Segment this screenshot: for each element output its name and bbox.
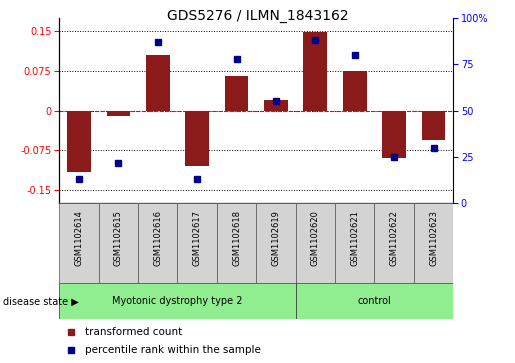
Bar <box>99 203 138 283</box>
Bar <box>296 283 453 319</box>
Text: percentile rank within the sample: percentile rank within the sample <box>85 345 261 355</box>
Bar <box>374 203 414 283</box>
Text: GSM1102622: GSM1102622 <box>390 210 399 266</box>
Bar <box>107 111 130 116</box>
Text: GSM1102623: GSM1102623 <box>429 210 438 266</box>
Bar <box>185 111 209 166</box>
Bar <box>225 76 248 111</box>
Bar <box>138 203 177 283</box>
Bar <box>177 203 217 283</box>
Bar <box>422 111 445 140</box>
Text: GDS5276 / ILMN_1843162: GDS5276 / ILMN_1843162 <box>167 9 348 23</box>
Text: GSM1102618: GSM1102618 <box>232 210 241 266</box>
Text: GSM1102620: GSM1102620 <box>311 210 320 266</box>
Text: GSM1102616: GSM1102616 <box>153 210 162 266</box>
Bar <box>343 71 367 111</box>
Text: Myotonic dystrophy type 2: Myotonic dystrophy type 2 <box>112 296 243 306</box>
Text: GSM1102614: GSM1102614 <box>75 210 83 266</box>
Bar <box>59 283 296 319</box>
Bar <box>303 32 327 111</box>
Bar <box>217 203 256 283</box>
Bar <box>146 55 169 111</box>
Bar <box>382 111 406 158</box>
Bar <box>67 111 91 172</box>
Bar <box>296 203 335 283</box>
Bar <box>414 203 453 283</box>
Text: transformed count: transformed count <box>85 327 182 337</box>
Bar <box>59 203 99 283</box>
Text: GSM1102621: GSM1102621 <box>350 210 359 266</box>
Text: GSM1102619: GSM1102619 <box>271 210 280 266</box>
Bar <box>256 203 296 283</box>
Text: GSM1102615: GSM1102615 <box>114 210 123 266</box>
Text: control: control <box>357 296 391 306</box>
Bar <box>335 203 374 283</box>
Text: disease state ▶: disease state ▶ <box>3 296 78 306</box>
Bar <box>264 100 288 111</box>
Text: GSM1102617: GSM1102617 <box>193 210 201 266</box>
